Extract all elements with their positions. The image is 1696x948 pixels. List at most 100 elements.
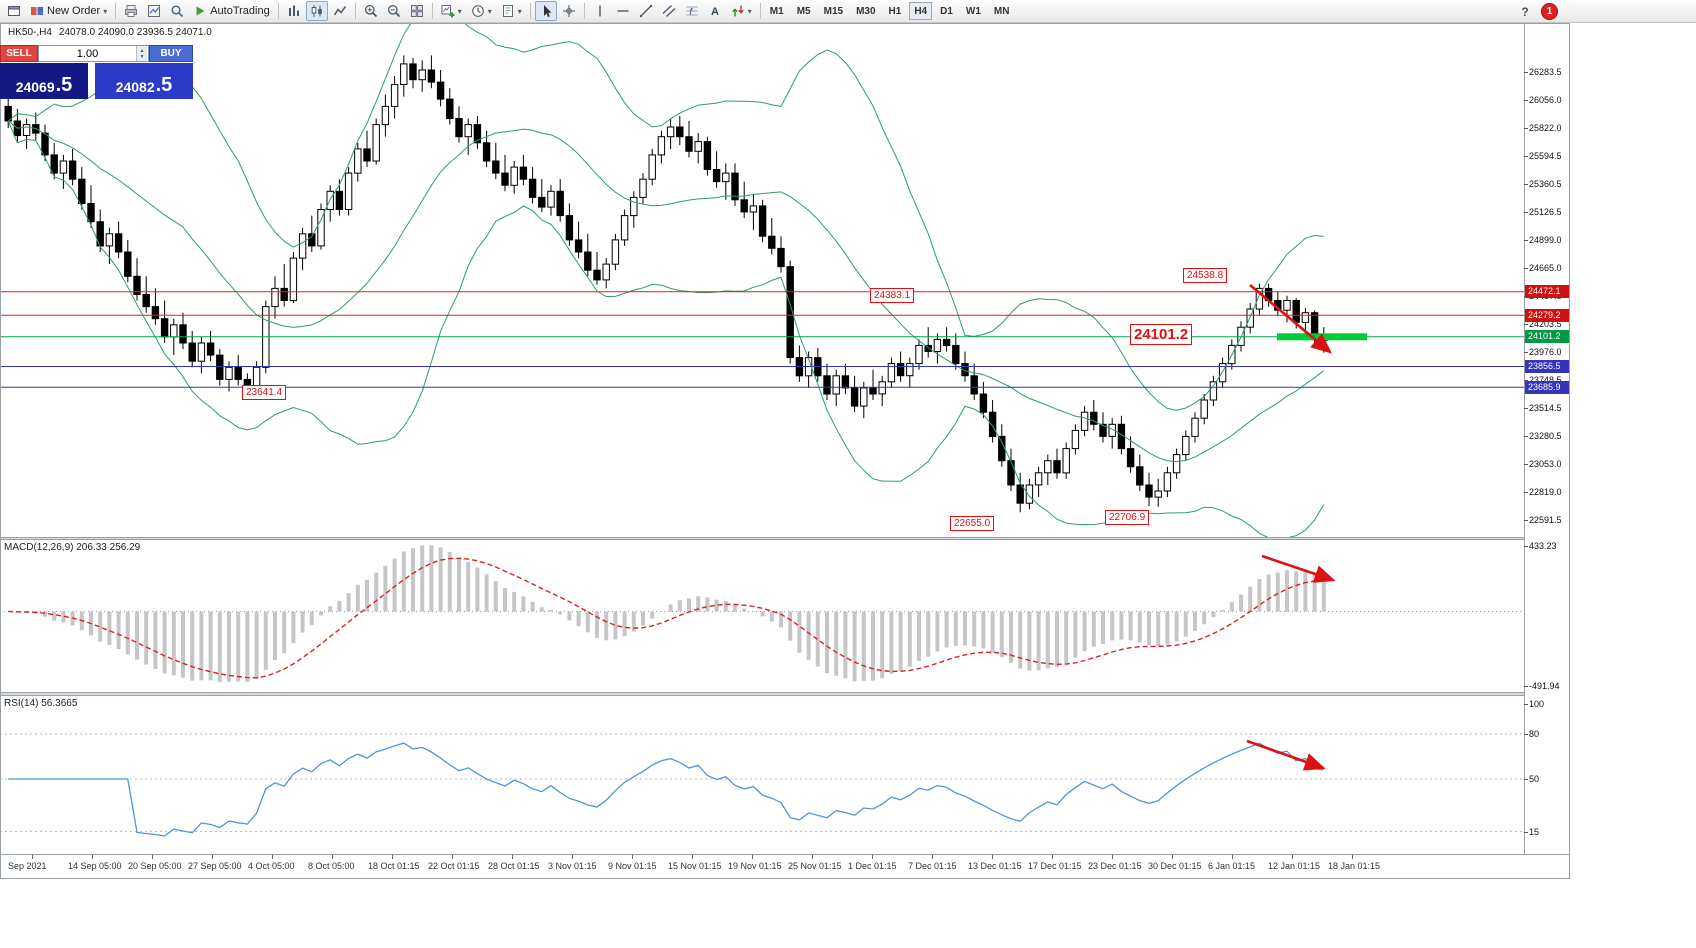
tile-windows-button[interactable] — [406, 1, 428, 21]
horizontal-line-button[interactable] — [612, 1, 634, 21]
candles — [4, 55, 1328, 513]
fibonacci-icon: f — [685, 4, 699, 18]
rsi-panel[interactable] — [0, 696, 1524, 854]
axis-label: 22819.0 — [1529, 487, 1562, 498]
panel-splitter[interactable] — [0, 537, 1570, 540]
price-annotation-label[interactable]: 24538.8 — [1183, 268, 1228, 283]
time-tick — [32, 855, 33, 859]
time-tick — [992, 855, 993, 859]
candlestick-chart-icon — [310, 4, 324, 18]
sell-button[interactable]: SELL — [0, 45, 38, 62]
periods-icon — [471, 4, 485, 18]
axis-label: 25594.5 — [1529, 150, 1562, 161]
macd-signal-line — [8, 557, 1324, 679]
stepper-up-icon[interactable]: ▲ — [139, 47, 145, 54]
main-chart[interactable] — [0, 23, 1524, 537]
templates-caret-icon: ▾ — [517, 6, 522, 16]
price-annotation-label[interactable]: 22655.0 — [950, 516, 995, 531]
zoom-out-button[interactable] — [383, 1, 405, 21]
candlestick-chart-button[interactable] — [305, 1, 328, 21]
timeframe-mn-button[interactable]: MN — [993, 5, 1010, 17]
time-label: Sep 2021 — [8, 861, 47, 871]
time-tick — [572, 855, 573, 859]
price-axis[interactable] — [1524, 23, 1570, 854]
new-order-caret-icon: ▾ — [103, 6, 108, 16]
panel-splitter[interactable] — [0, 692, 1570, 696]
price-annotation-label[interactable]: 23641.4 — [242, 385, 287, 400]
line-chart-button[interactable] — [329, 1, 351, 21]
periods-button[interactable]: ▾ — [467, 1, 496, 21]
cursor-button[interactable] — [534, 1, 557, 21]
axis-label: 26283.5 — [1529, 67, 1562, 77]
time-label: 20 Sep 05:00 — [128, 861, 182, 871]
notification-badge[interactable]: 1 — [1541, 3, 1558, 20]
timeframe-w1-button[interactable]: W1 — [965, 5, 981, 17]
toolbar-separator — [354, 3, 356, 19]
sell-price-button[interactable]: 24069.5 — [0, 63, 88, 99]
time-label: 19 Nov 01:15 — [728, 861, 782, 871]
price-tag: 24472.1 — [1525, 285, 1570, 299]
macd-panel[interactable] — [0, 540, 1524, 692]
timeframe-h1-button[interactable]: H1 — [888, 5, 902, 17]
time-tick — [872, 855, 873, 859]
time-tick — [632, 855, 633, 859]
price-annotation-label[interactable]: 24383.1 — [870, 288, 915, 303]
time-tick — [1292, 855, 1293, 859]
templates-button[interactable]: ▾ — [497, 1, 526, 21]
buy-price-button[interactable]: 24082.5 — [95, 63, 193, 99]
toolbar: New Order ▾ AutoTrading ▾ ▾ ▾ f A ▾ M1 M5 M15 M30 H1… — [0, 0, 1696, 23]
profiles-icon — [147, 4, 161, 18]
timeframe-d1-button[interactable]: D1 — [940, 5, 953, 17]
bar-chart-button[interactable] — [283, 1, 305, 21]
axis-label: 24899.0 — [1529, 234, 1562, 245]
text-button[interactable]: A — [704, 1, 726, 21]
one-click-trading-panel: SELL ▲▼ BUY 24069.5 24082.5 — [0, 45, 193, 99]
price-annotation-label[interactable]: 22706.9 — [1105, 510, 1150, 525]
time-tick — [512, 855, 513, 859]
price-tag: 24279.2 — [1525, 308, 1570, 322]
timeframe-m1-button[interactable]: M1 — [769, 5, 784, 17]
time-axis[interactable]: Sep 2021 14 Sep 05:00 20 Sep 05:00 27 Sep 0… — [0, 854, 1570, 878]
equidistant-channel-button[interactable] — [658, 1, 680, 21]
highlighted-horizontal-line-segment[interactable] — [1277, 333, 1367, 341]
arrows-button[interactable]: ▾ — [727, 1, 756, 21]
price-annotation-label[interactable]: 24101.2 — [1130, 324, 1193, 345]
axis-label: 23053.0 — [1529, 458, 1562, 469]
new-chart-button[interactable]: ▾ — [437, 1, 466, 21]
chart-window-button[interactable] — [3, 1, 25, 21]
ohlc-values: 24078.0 24090.0 23936.5 24071.0 — [58, 27, 212, 38]
templates-icon — [501, 4, 515, 18]
buy-button[interactable]: BUY — [149, 45, 193, 62]
new-order-icon — [30, 4, 44, 18]
search-button[interactable] — [166, 1, 188, 21]
axis-tick — [1524, 436, 1528, 438]
trendline-button[interactable] — [635, 1, 657, 21]
text-icon: A — [708, 4, 722, 18]
vertical-line-button[interactable] — [589, 1, 611, 21]
time-tick — [452, 855, 453, 859]
axis-label: 23280.5 — [1529, 431, 1562, 442]
timeframe-m30-button[interactable]: M30 — [856, 5, 876, 17]
axis-tick — [1524, 239, 1528, 241]
crosshair-button[interactable] — [558, 1, 580, 21]
axis-tick — [1524, 268, 1528, 270]
fibonacci-button[interactable]: f — [681, 1, 703, 21]
help-button[interactable]: ? — [1521, 4, 1529, 19]
timeframe-m15-button[interactable]: M15 — [823, 5, 844, 17]
time-label: 17 Dec 01:15 — [1028, 861, 1082, 871]
volume-input[interactable] — [39, 46, 148, 61]
autotrading-button[interactable]: AutoTrading — [189, 1, 274, 21]
axis-tick — [1524, 685, 1528, 687]
zoom-in-button[interactable] — [360, 1, 382, 21]
axis-label: 22591.5 — [1529, 514, 1562, 525]
print-button[interactable] — [120, 1, 142, 21]
profiles-button[interactable] — [143, 1, 165, 21]
timeframe-m5-button[interactable]: M5 — [796, 5, 811, 17]
volume-stepper[interactable]: ▲ ▼ — [136, 46, 147, 61]
new-order-button[interactable]: New Order ▾ — [26, 1, 111, 21]
symbol-period: HK50-,H4 — [8, 27, 52, 38]
horizontal-line-icon — [616, 4, 630, 18]
stepper-down-icon[interactable]: ▼ — [139, 53, 145, 60]
time-label: 12 Jan 01:15 — [1268, 861, 1321, 871]
timeframe-h4-button[interactable]: H4 — [909, 2, 933, 20]
